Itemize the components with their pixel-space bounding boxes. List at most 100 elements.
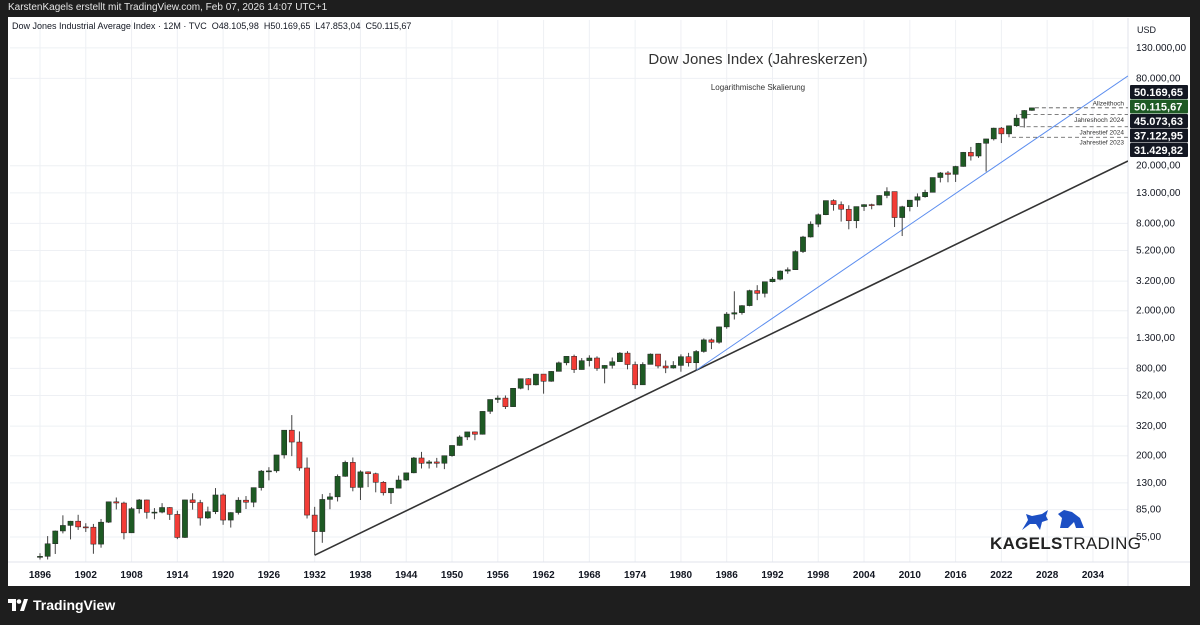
x-tick-label: 1992	[761, 570, 784, 581]
y-tick-label: 520,00	[1136, 391, 1167, 402]
x-tick-label: 1956	[487, 570, 510, 581]
candle-body	[44, 543, 51, 557]
price-label-box	[1130, 114, 1188, 128]
candle-body	[342, 462, 349, 477]
candle-1973	[624, 351, 631, 370]
candle-body	[220, 494, 226, 521]
level-label: Jahreshoch 2024	[1074, 117, 1124, 124]
tradingview-icon	[8, 599, 28, 611]
candle-1970	[601, 365, 608, 384]
candle-1968	[586, 355, 593, 367]
price-label-box	[1130, 128, 1188, 143]
candle-1951	[456, 435, 463, 446]
candle-body	[510, 388, 516, 407]
candle-1992	[769, 277, 776, 283]
candle-1998	[815, 213, 822, 228]
candle-1902	[82, 523, 89, 532]
candle-1899	[60, 515, 66, 534]
candle-1950	[449, 445, 455, 457]
candle-body	[357, 471, 364, 488]
candle-1906	[113, 497, 120, 510]
candle-1926	[266, 467, 272, 481]
candle-body	[609, 361, 616, 366]
candle-1999	[823, 200, 829, 216]
candle-1978	[662, 360, 669, 374]
candle-body	[830, 200, 837, 205]
candle-body	[876, 195, 883, 206]
candle-1961	[533, 373, 539, 386]
level-label: Jahrestief 2024	[1080, 129, 1125, 136]
price-label-box	[1130, 99, 1188, 114]
candle-body	[746, 290, 753, 306]
chart-frame	[8, 17, 1190, 586]
candle-body	[479, 411, 486, 435]
candle-body	[784, 269, 791, 272]
candle-2021	[990, 127, 997, 141]
candle-body	[983, 138, 989, 144]
candle-body	[739, 305, 745, 313]
candle-1969	[594, 356, 600, 371]
candle-1946	[418, 451, 425, 469]
candle-body	[647, 353, 654, 365]
candle-1925	[258, 469, 265, 491]
price-label-box	[1130, 85, 1188, 99]
candle-body	[174, 514, 181, 538]
candle-1920	[220, 493, 226, 525]
x-tick-label: 2028	[1036, 570, 1059, 581]
y-tick-label: 200,00	[1136, 451, 1167, 462]
tradingview-logo[interactable]: TradingView	[8, 597, 115, 613]
x-tick-label: 1926	[258, 570, 281, 581]
candle-body	[1013, 117, 1020, 127]
candle-1914	[174, 510, 181, 540]
candle-1990	[754, 285, 761, 301]
candle-body	[922, 192, 928, 197]
candle-body	[899, 206, 906, 218]
candle-body	[754, 290, 761, 294]
candle-1960	[525, 378, 532, 391]
chart-subtitle: Logarithmische Skalierung	[710, 83, 806, 92]
level-label: Allzeithoch	[1093, 100, 1125, 107]
candle-1991	[762, 281, 768, 298]
x-tick-label: 2004	[853, 570, 876, 581]
candle-1919	[212, 488, 219, 515]
candle-body	[632, 364, 638, 386]
y-tick-label: 5.200,00	[1136, 246, 1175, 257]
candle-body	[456, 436, 463, 446]
candle-1917	[197, 499, 204, 526]
candle-2003	[853, 206, 860, 229]
candle-1904	[98, 518, 104, 548]
candle-body	[334, 476, 341, 498]
candle-body	[700, 339, 707, 352]
candle-2020	[983, 138, 989, 172]
candle-1945	[411, 457, 417, 474]
candle-1963	[548, 371, 555, 382]
candle-1900	[67, 520, 74, 540]
candle-body	[37, 556, 43, 558]
candle-1911	[151, 508, 158, 520]
candle-body	[884, 191, 890, 196]
candle-body	[868, 204, 875, 206]
candle-1940	[372, 472, 379, 493]
candle-body	[143, 499, 150, 513]
candle-1913	[166, 506, 173, 520]
candle-body	[617, 352, 623, 362]
candle-1897	[44, 536, 51, 560]
candle-body	[166, 507, 173, 515]
x-tick-label: 1962	[532, 570, 555, 581]
candle-1901	[75, 514, 82, 530]
candle-2010	[906, 199, 913, 212]
candle-body	[197, 502, 204, 519]
candle-1898	[52, 530, 59, 554]
candle-body	[594, 357, 600, 369]
y-tick-label: 130,00	[1136, 478, 1167, 489]
candle-1929	[288, 415, 295, 457]
candle-body	[235, 499, 242, 513]
candle-body	[952, 166, 959, 175]
candle-body	[891, 191, 898, 218]
candle-2006	[876, 195, 883, 206]
candle-body	[281, 429, 288, 456]
candle-1896	[37, 553, 43, 560]
candle-1922	[235, 497, 242, 515]
candle-body	[777, 270, 783, 280]
